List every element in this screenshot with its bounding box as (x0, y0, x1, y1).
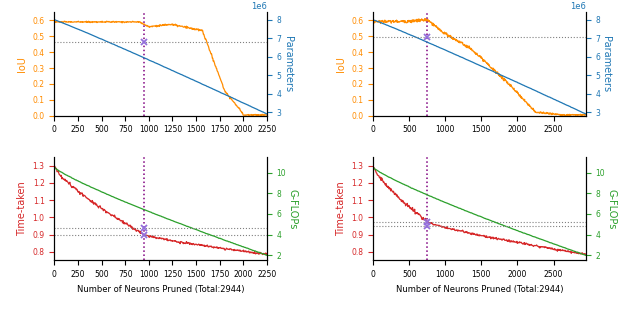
Y-axis label: IoU: IoU (336, 56, 346, 72)
X-axis label: Number of Neurons Pruned (Total:2944): Number of Neurons Pruned (Total:2944) (396, 285, 563, 294)
Y-axis label: G-FLOPs: G-FLOPs (287, 188, 298, 229)
Text: 1e6: 1e6 (570, 2, 586, 11)
Text: 1e6: 1e6 (251, 2, 267, 11)
Y-axis label: Time-taken: Time-taken (336, 181, 346, 236)
Y-axis label: Time-taken: Time-taken (17, 181, 27, 236)
Y-axis label: Parameters: Parameters (602, 36, 611, 92)
Y-axis label: Parameters: Parameters (283, 36, 292, 92)
X-axis label: Number of Neurons Pruned (Total:2944): Number of Neurons Pruned (Total:2944) (77, 285, 244, 294)
Y-axis label: IoU: IoU (17, 56, 27, 72)
Y-axis label: G-FLOPs: G-FLOPs (606, 188, 616, 229)
